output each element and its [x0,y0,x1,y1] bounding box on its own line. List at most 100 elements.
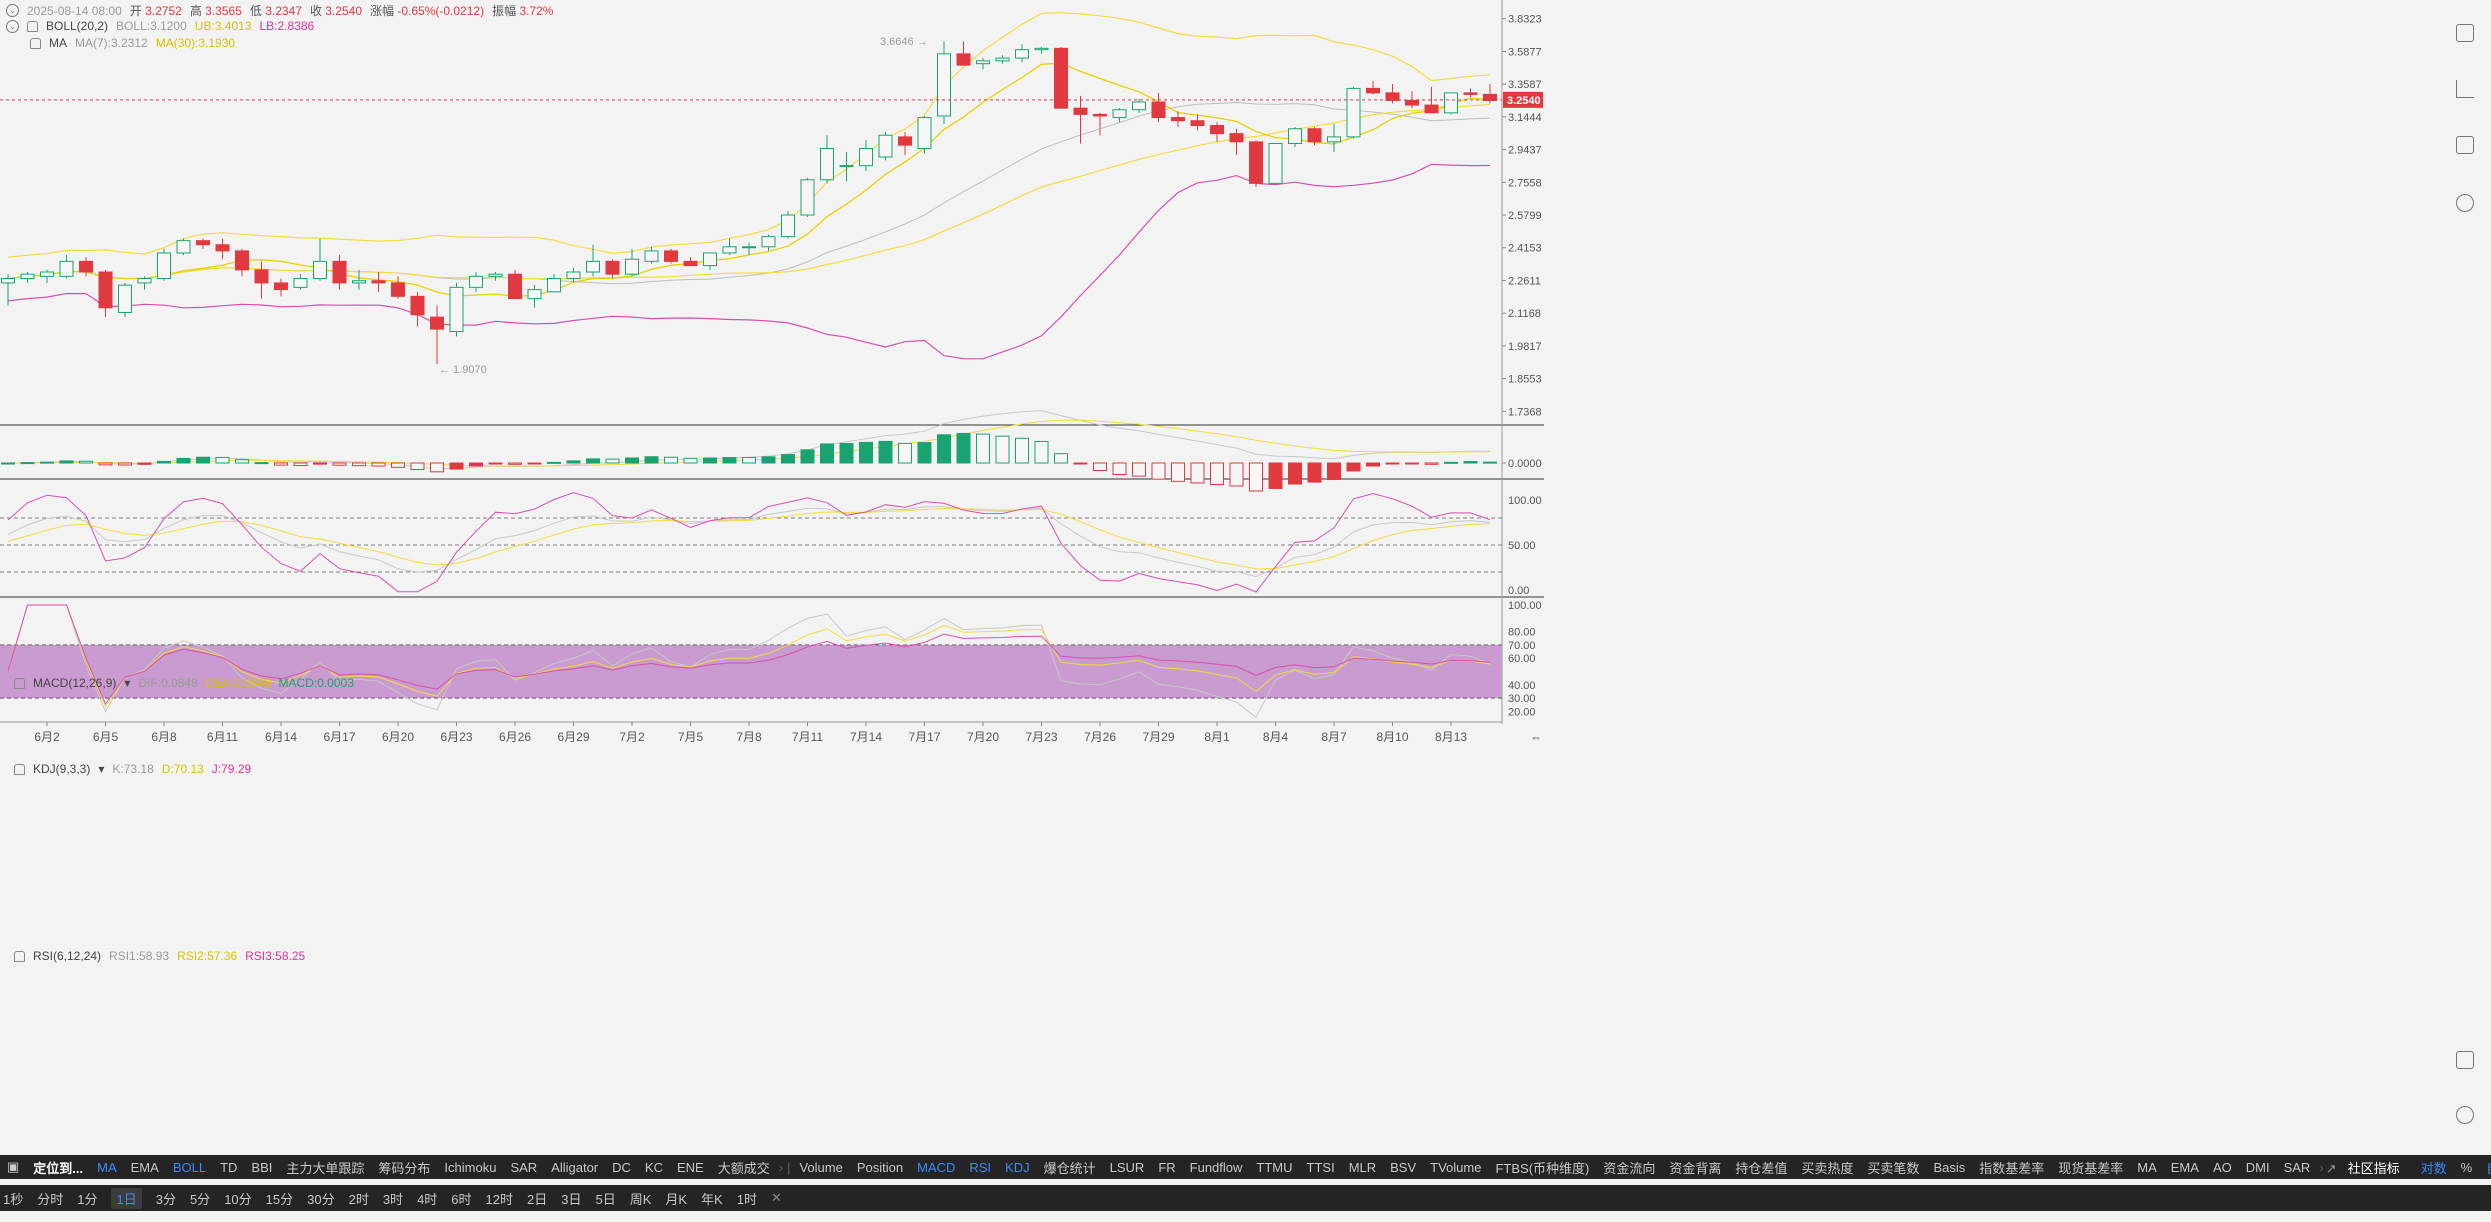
alert-icon[interactable] [14,950,25,962]
sub-dmi[interactable]: DMI [2245,1159,2270,1175]
tf-3d[interactable]: 3日 [561,1191,582,1207]
sub-mlr[interactable]: MLR [1348,1159,1377,1175]
candle-body [352,280,366,284]
close-icon[interactable]: ✕ [770,1190,782,1205]
date-tick-label: 7月20 [967,730,999,744]
ind-sar[interactable]: SAR [510,1159,538,1175]
ind-main-track[interactable]: 主力大单跟踪 [286,1160,365,1176]
community-indicator-button[interactable]: ↗ 社区指标 [2325,1160,2400,1176]
tf-1d[interactable]: 1日 [111,1187,142,1209]
sub-macd[interactable]: MACD [917,1159,956,1175]
candle-body [1034,47,1049,51]
tf-10m[interactable]: 10分 [224,1191,252,1207]
tf-5d[interactable]: 5日 [595,1191,616,1207]
date-tick-label: 7月8 [736,730,762,744]
sub-ema[interactable]: EMA [2170,1159,2199,1175]
sub-spot-basis[interactable]: 现货基差率 [2058,1160,2124,1176]
alert-icon[interactable] [30,37,41,49]
layout-icon[interactable] [2456,1051,2474,1069]
sub-ttmu[interactable]: TTMU [1256,1159,1293,1175]
alert-icon[interactable] [14,677,25,689]
screen-icon[interactable] [2456,136,2474,154]
alert-icon[interactable] [27,20,38,32]
sub-rsi[interactable]: RSI [969,1159,992,1175]
candle-body [761,236,776,248]
tf-1h[interactable]: 1时 [736,1191,757,1207]
candle-body [196,240,210,246]
tf-2d[interactable]: 2日 [527,1191,548,1207]
ind-bbi[interactable]: BBI [251,1159,273,1175]
sub-volume[interactable]: Volume [799,1159,843,1175]
history-icon[interactable] [2456,1106,2474,1124]
sub-ftbs[interactable]: FTBS(币种维度) [1495,1160,1590,1176]
ind-chip[interactable]: 筹码分布 [378,1160,431,1176]
sub-sar[interactable]: SAR [2283,1159,2311,1175]
chevron-right-icon[interactable]: › [2319,1159,2324,1175]
ind-td[interactable]: TD [220,1159,238,1175]
macd-bar [820,443,834,464]
sub-index-basis[interactable]: 指数基差率 [1979,1160,2045,1176]
sub-buy-sell-heat[interactable]: 买卖热度 [1801,1160,1854,1176]
ind-kc[interactable]: KC [644,1159,663,1175]
dropdown-icon[interactable]: ▾ [124,676,131,690]
collapse-icon[interactable]: ⌄ [6,19,19,33]
tf-15m[interactable]: 15分 [265,1191,294,1207]
auto-scale-button[interactable]: 自动 [2486,1158,2491,1177]
tf-3m[interactable]: 3分 [155,1191,176,1207]
export-icon[interactable] [2456,24,2474,42]
percent-button[interactable]: % [2460,1159,2473,1175]
sub-basis[interactable]: Basis [1933,1159,1966,1175]
tf-3h[interactable]: 3时 [382,1191,404,1207]
sub-fund-divergence[interactable]: 资金背离 [1669,1160,1722,1176]
ind-ma[interactable]: MA [97,1159,117,1175]
ind-boll[interactable]: BOLL [172,1159,207,1175]
tf-week[interactable]: 周K [629,1191,652,1207]
ind-ichimoku[interactable]: Ichimoku [444,1159,497,1175]
ind-ene[interactable]: ENE [676,1159,704,1175]
tf-1s[interactable]: 1秒 [3,1191,24,1207]
macd-bar [1424,462,1439,465]
sub-kdj[interactable]: KDJ [1005,1159,1030,1175]
tf-intraday[interactable]: 分时 [37,1191,64,1207]
macd-bar [976,433,990,464]
tf-30m[interactable]: 30分 [307,1191,335,1207]
sub-ao[interactable]: AO [2212,1159,2232,1175]
tf-4h[interactable]: 4时 [417,1191,438,1207]
tf-year[interactable]: 年K [701,1191,723,1207]
ind-dc[interactable]: DC [612,1159,631,1175]
sub-buy-sell-count[interactable]: 买卖笔数 [1867,1160,1920,1176]
boll-lower-line [7,163,1491,360]
sub-ttsi[interactable]: TTSI [1306,1159,1335,1175]
trend-icon[interactable] [2456,80,2474,98]
log-scale-button[interactable]: 对数 [2420,1160,2447,1176]
tf-month[interactable]: 月K [665,1191,688,1207]
sub-fr[interactable]: FR [1158,1159,1176,1175]
locate-button[interactable]: 定位到... [33,1160,84,1176]
sub-fund-flow[interactable]: 资金流向 [1603,1160,1656,1176]
tf-1m[interactable]: 1分 [77,1191,98,1207]
tf-2h[interactable]: 2时 [348,1191,369,1207]
sub-lsur[interactable]: LSUR [1109,1159,1145,1175]
ind-ema[interactable]: EMA [130,1159,159,1175]
sub-position-diff[interactable]: 持仓差值 [1735,1160,1788,1176]
dropdown-icon[interactable]: ▾ [98,762,105,776]
calendar-icon[interactable]: ▣ [7,1159,20,1174]
ind-large-trade[interactable]: 大额成交 [717,1160,770,1176]
candle-body [976,60,990,65]
sub-liquidation[interactable]: 爆仓统计 [1043,1160,1096,1176]
sub-bsv[interactable]: BSV [1390,1159,1417,1175]
tf-6h[interactable]: 6时 [451,1191,472,1207]
collapse-icon[interactable]: ⌄ [6,4,19,17]
sub-ma[interactable]: MA [2137,1159,2157,1175]
tf-5m[interactable]: 5分 [189,1191,211,1207]
sub-position[interactable]: Position [856,1159,904,1175]
chevron-right-icon[interactable]: › [778,1159,784,1175]
sync-icon[interactable] [2456,194,2474,212]
sub-fundflow[interactable]: Fundflow [1189,1159,1243,1175]
tf-12h[interactable]: 12时 [485,1191,513,1207]
alert-icon[interactable] [14,763,25,775]
sub-tvolume[interactable]: TVolume [1430,1159,1482,1175]
ind-alligator[interactable]: Alligator [551,1159,599,1175]
